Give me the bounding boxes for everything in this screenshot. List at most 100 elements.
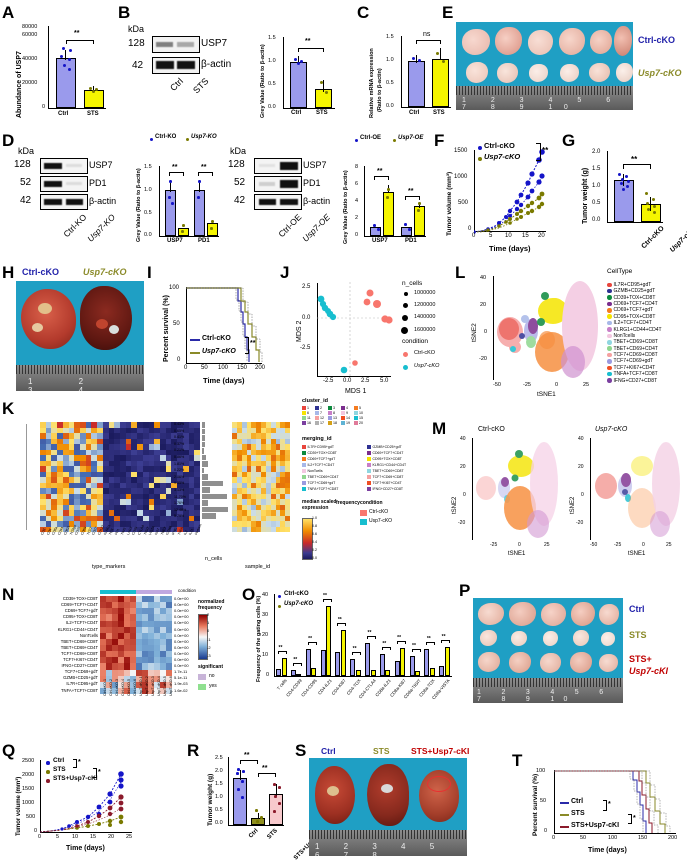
panel-n-legend-normfreq-title: normalized frequency bbox=[198, 599, 225, 611]
panel-k-merging-swatches: IL7R+CD95+gdT GZMB+CD25+gdT CD39+TOX+CD8T C… bbox=[302, 444, 428, 492]
panel-l-legend-item: NonTcells bbox=[607, 327, 662, 339]
panel-n-cell bbox=[160, 626, 166, 633]
panel-k-cluster-label: 13 bbox=[333, 416, 337, 420]
panel-n-cell bbox=[130, 602, 136, 609]
panel-k-cell bbox=[165, 444, 172, 450]
panel-k-cell bbox=[62, 504, 69, 510]
panel-k-cell2 bbox=[236, 422, 242, 428]
panel-k-cell bbox=[188, 433, 195, 439]
panel-k-cell bbox=[120, 510, 126, 516]
panel-i-ylabel: Percent survival (%) bbox=[163, 295, 170, 362]
panel-n-row-label: GZMB+CD25+gdT bbox=[63, 675, 98, 681]
panel-k-cluster-item: 14 bbox=[341, 416, 353, 420]
panel-o-ytick-30: 30 bbox=[262, 612, 269, 618]
panel-k-merging-item: IL7R+CD95+gdT bbox=[302, 444, 363, 450]
panel-k-cell bbox=[51, 422, 58, 428]
panel-k-cell2 bbox=[285, 477, 290, 483]
panel-k-cell bbox=[85, 515, 92, 521]
panel-k-cluster-item: 13 bbox=[328, 416, 340, 420]
panel-n-cell bbox=[166, 638, 172, 645]
panel-n-pvalue: 1.7e-11 bbox=[174, 669, 188, 675]
panel-n-legend-significant-title: significant bbox=[198, 664, 224, 670]
panel-n-cell bbox=[100, 626, 106, 633]
panel-f-significance: ** bbox=[542, 146, 549, 155]
panel-k-cell bbox=[125, 449, 132, 455]
panel-k-cell bbox=[57, 493, 63, 499]
panel-k-cell bbox=[171, 438, 178, 444]
panel-a-xtick-sts: STS bbox=[87, 111, 99, 117]
panel-f-ylabel: Tumor volume (mm³) bbox=[446, 171, 453, 236]
panel-n-cell bbox=[154, 602, 160, 609]
panel-k-cell bbox=[194, 471, 200, 477]
panel-n-cell bbox=[166, 657, 172, 664]
panel-n-cell bbox=[148, 632, 154, 639]
panel-b-mw-42: 42 bbox=[132, 60, 144, 71]
panel-n-cell bbox=[112, 614, 118, 621]
panel-a-err-sts bbox=[93, 86, 94, 92]
panel-q-ytick-500: 500 bbox=[26, 814, 36, 820]
panel-n-cell bbox=[154, 675, 160, 682]
panel-o-bar bbox=[320, 650, 326, 676]
panel-k-cell bbox=[74, 422, 80, 428]
panel-k-cell bbox=[142, 488, 149, 494]
panel-d-right-point bbox=[408, 228, 411, 231]
panel-n-cell bbox=[142, 687, 148, 694]
panel-k-cell bbox=[45, 427, 52, 433]
panel-n-pvalue: 1.6e-02 bbox=[174, 687, 188, 693]
panel-t-xtick-200: 200 bbox=[668, 835, 678, 841]
panel-k-cell bbox=[194, 515, 200, 521]
panel-i-significance: ** bbox=[250, 340, 256, 347]
panel-l-legend-item: TCF7+CD69+gdT bbox=[607, 353, 662, 364]
panel-n-cell bbox=[136, 657, 142, 664]
panel-a-point bbox=[68, 68, 71, 71]
panel-g-err-usp7 bbox=[650, 197, 651, 211]
panel-l-legend-swatch bbox=[607, 359, 612, 364]
panel-k-merging-swatch bbox=[302, 451, 306, 455]
panel-t-xaxis bbox=[554, 833, 676, 834]
tumor-sts-kl-circle bbox=[427, 776, 451, 792]
panel-l-legend: IL7R+CD95+gdT GZMB+CD25+gdT CD39+TOX+CD8T C… bbox=[607, 276, 662, 384]
panel-k-cell bbox=[142, 449, 149, 455]
panel-o-sig-bracket bbox=[441, 640, 451, 644]
panel-k-cluster-label: 10 bbox=[359, 411, 363, 415]
panel-o-xaxis bbox=[274, 676, 452, 677]
panel-n-cell bbox=[154, 638, 160, 645]
panel-i-legend-ctrl-cko: Ctrl-cKO bbox=[202, 335, 231, 342]
panel-k-cell bbox=[57, 499, 63, 505]
panel-k-cell bbox=[154, 493, 160, 499]
panel-k-cell bbox=[148, 460, 155, 466]
panel-k-cell bbox=[62, 427, 69, 433]
panel-k-cell bbox=[114, 482, 120, 488]
panel-k-cell bbox=[80, 510, 86, 516]
panel-k-cell2 bbox=[270, 504, 276, 510]
panel-k-cell bbox=[57, 444, 63, 450]
panel-n-cell bbox=[100, 687, 106, 694]
panel-k-cluster-label: 15 bbox=[359, 416, 363, 420]
panel-k-cell2 bbox=[280, 438, 286, 444]
panel-k-cell bbox=[194, 526, 200, 532]
panel-k-cluster-label: 20 bbox=[359, 421, 363, 425]
panel-k-cell bbox=[40, 444, 46, 450]
panel-l-yaxis bbox=[493, 276, 494, 380]
panel-n-cell bbox=[148, 651, 154, 658]
panel-k-cell bbox=[182, 488, 189, 494]
panel-n-cell bbox=[106, 645, 112, 652]
panel-k-cell2 bbox=[280, 460, 286, 466]
panel-r-xaxis bbox=[228, 825, 284, 826]
panel-n-cell bbox=[154, 596, 160, 603]
panel-k-cell bbox=[74, 521, 80, 527]
panel-k-merging-item: IL2+TCF7+CD4T bbox=[302, 462, 363, 468]
panel-k-legend-cluster-title: cluster_id bbox=[302, 398, 328, 404]
panel-n-pvalue: 0.0e+00 bbox=[174, 663, 189, 669]
panel-k-cell2 bbox=[256, 510, 261, 516]
panel-k-expr-tick: 0.6 bbox=[312, 532, 317, 536]
panel-n-normfreq-tick: -1 bbox=[207, 636, 211, 642]
panel-b-band-usp7: USP7 bbox=[201, 38, 228, 49]
panel-d-left-ytick-0: 0.0 bbox=[144, 232, 152, 238]
panel-n-cell bbox=[154, 669, 160, 676]
panel-r-point bbox=[273, 783, 276, 786]
panel-a-ytick-1: 20000 bbox=[22, 80, 38, 86]
panel-o-bar bbox=[311, 667, 317, 676]
panel-n-cell bbox=[154, 626, 160, 633]
panel-n-cell bbox=[112, 669, 118, 676]
